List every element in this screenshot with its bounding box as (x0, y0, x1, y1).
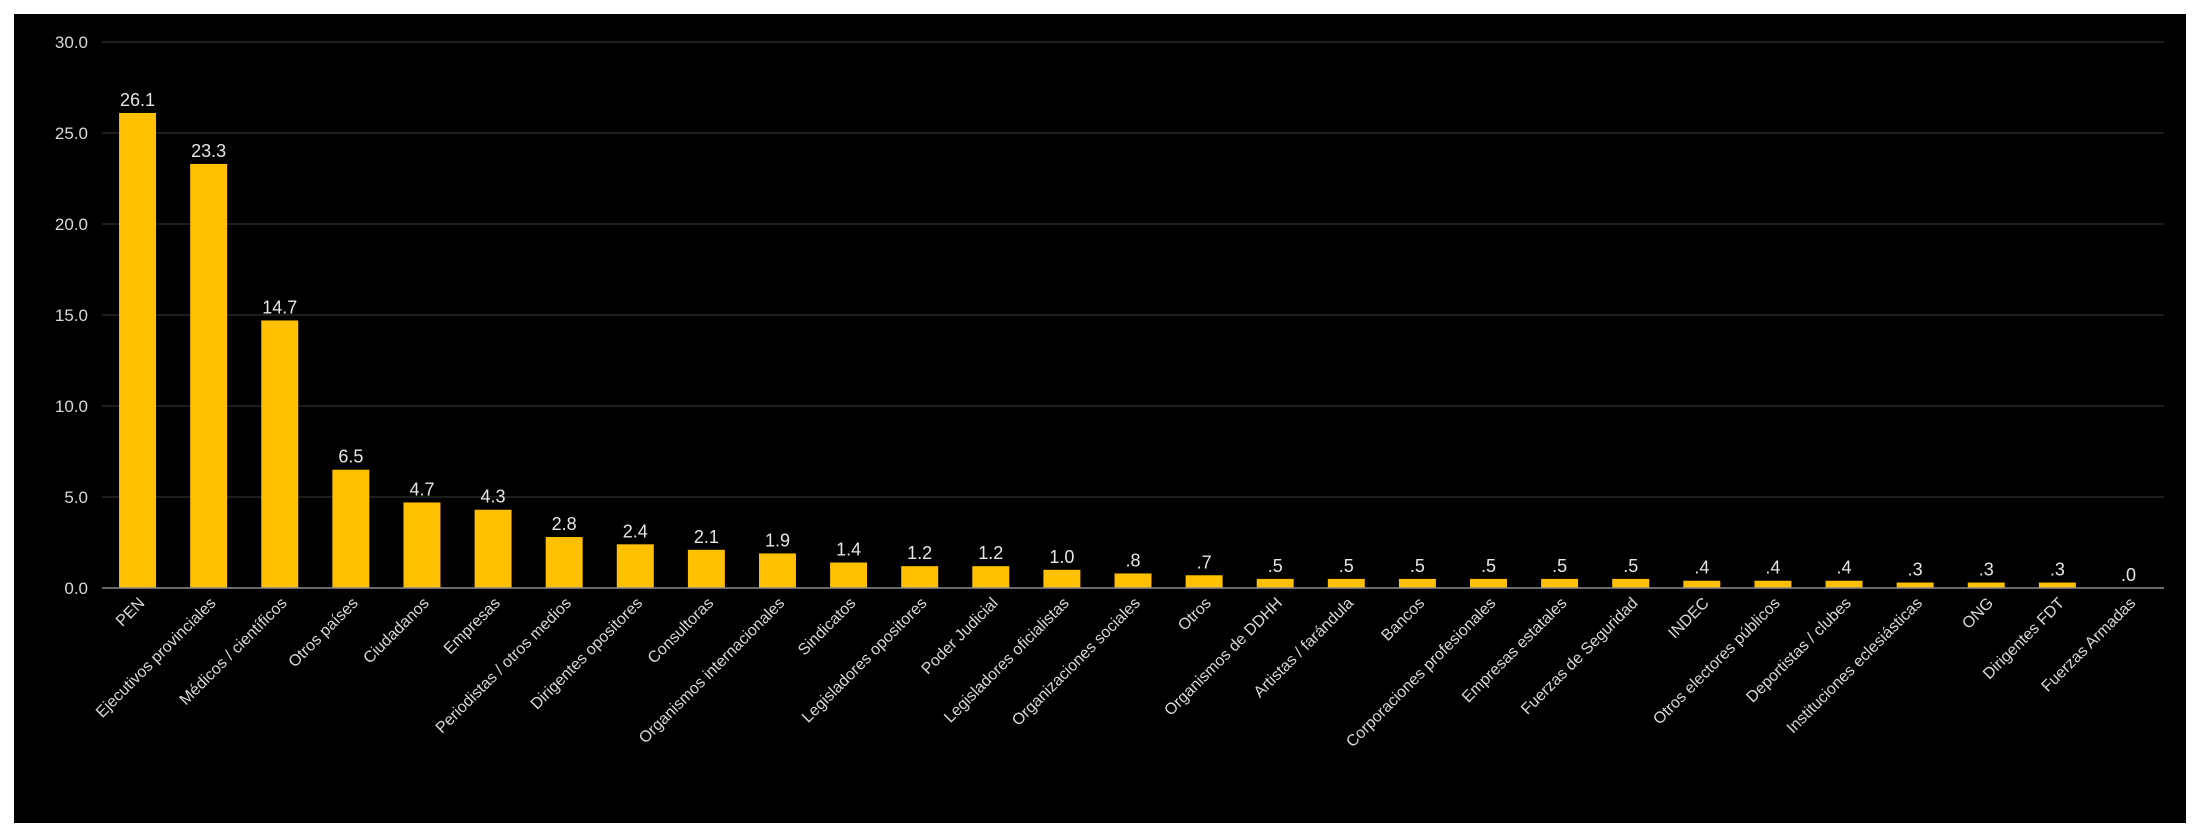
data-label: 1.2 (907, 543, 932, 563)
bar-chart: 0.0 5.0 10.0 15.0 20.0 25.0 30.0 26.1 23.3 14.7 6… (55, 33, 2164, 751)
category-label: Corporaciones profesionales (1343, 595, 1499, 751)
bar (403, 502, 441, 588)
data-label: .0 (2121, 565, 2136, 585)
category-label: Sindicatos (795, 595, 859, 659)
data-label: 2.1 (694, 527, 719, 547)
bar (1043, 569, 1081, 588)
bar (1114, 573, 1152, 588)
data-label: .5 (1623, 556, 1638, 576)
bar (1754, 580, 1792, 588)
y-tick-label: 5.0 (64, 488, 88, 507)
bar (2038, 582, 2076, 588)
data-label: .3 (2050, 560, 2065, 580)
category-label: Legisladores opositores (799, 595, 931, 727)
bar (972, 566, 1010, 588)
category-label: Empresas (441, 595, 504, 658)
data-label: .5 (1410, 556, 1425, 576)
category-label: Ciudadanos (360, 595, 432, 667)
category-label: Legisladores oficialistas (941, 595, 1073, 727)
category-label: Organizaciones sociales (1009, 595, 1144, 730)
data-label: .5 (1481, 556, 1496, 576)
data-label: 23.3 (191, 141, 226, 161)
category-label: PEN (113, 595, 148, 630)
bar (261, 320, 299, 588)
data-label: 14.7 (262, 297, 297, 317)
data-label: .3 (1908, 560, 1923, 580)
data-label: 1.2 (978, 543, 1003, 563)
bar (332, 469, 370, 588)
data-label: 2.8 (552, 514, 577, 534)
data-label: .5 (1552, 556, 1567, 576)
data-label: 4.7 (409, 479, 434, 499)
bar (1398, 578, 1436, 588)
data-label: 1.9 (765, 530, 790, 550)
bar (616, 544, 654, 588)
bar (1896, 582, 1934, 588)
data-label: .4 (1837, 558, 1852, 578)
category-label: Organismos internacionales (636, 595, 788, 747)
data-label: .5 (1268, 556, 1283, 576)
category-label: Fuerzas de Seguridad (1518, 595, 1641, 718)
category-label: Organismos de DDHH (1161, 595, 1286, 720)
category-label: Periodistas / otros medios (433, 595, 575, 737)
data-label: 1.0 (1049, 547, 1074, 567)
data-labels: 26.1 23.3 14.7 6.5 4.7 4.3 2.8 2.4 2.1 1.9 1.4 1.2 1… (120, 90, 2136, 585)
bar (758, 553, 796, 588)
data-label: .8 (1125, 550, 1140, 570)
category-label: INDEC (1665, 595, 1712, 642)
category-label: ONG (1959, 595, 1997, 633)
bar (1612, 578, 1650, 588)
gridlines (102, 41, 2164, 498)
category-label: Otros países (286, 595, 362, 671)
data-label: .4 (1765, 558, 1780, 578)
y-tick-label: 0.0 (64, 579, 88, 598)
category-label: Bancos (1378, 595, 1428, 645)
chart-panel: 0.0 5.0 10.0 15.0 20.0 25.0 30.0 26.1 23.3 14.7 6… (14, 14, 2186, 823)
category-label: Instituciones eclesiásticas (1784, 595, 1926, 737)
data-label: 26.1 (120, 90, 155, 110)
data-label: .7 (1197, 552, 1212, 572)
data-label: .3 (1979, 560, 1994, 580)
bar (901, 566, 939, 588)
bar (1256, 578, 1294, 588)
y-axis-tick-labels: 0.0 5.0 10.0 15.0 20.0 25.0 30.0 (55, 33, 88, 598)
data-label: 6.5 (338, 447, 363, 467)
y-tick-label: 20.0 (55, 215, 88, 234)
bar (119, 112, 157, 588)
bar (1825, 580, 1863, 588)
bar (1185, 575, 1223, 588)
bar (474, 509, 512, 588)
y-tick-label: 30.0 (55, 33, 88, 52)
data-label: 2.4 (623, 521, 648, 541)
data-label: 1.4 (836, 540, 861, 560)
category-label: Otros electores públicos (1650, 595, 1783, 728)
y-tick-label: 10.0 (55, 397, 88, 416)
category-label: Ejecutivos provinciales (93, 595, 219, 721)
bar (1683, 580, 1721, 588)
bars (119, 112, 2076, 588)
bar (1327, 578, 1365, 588)
data-label: .5 (1339, 556, 1354, 576)
bar (1967, 582, 2005, 588)
bar (1470, 578, 1508, 588)
category-label: Otros (1175, 595, 1215, 635)
y-tick-label: 15.0 (55, 306, 88, 325)
data-label: .4 (1694, 558, 1709, 578)
bar (1541, 578, 1579, 588)
bar (190, 163, 228, 588)
y-tick-label: 25.0 (55, 124, 88, 143)
category-label: Consultoras (645, 595, 717, 667)
bar (830, 562, 868, 588)
bar (687, 549, 725, 588)
bar (545, 537, 583, 588)
data-label: 4.3 (481, 487, 506, 507)
